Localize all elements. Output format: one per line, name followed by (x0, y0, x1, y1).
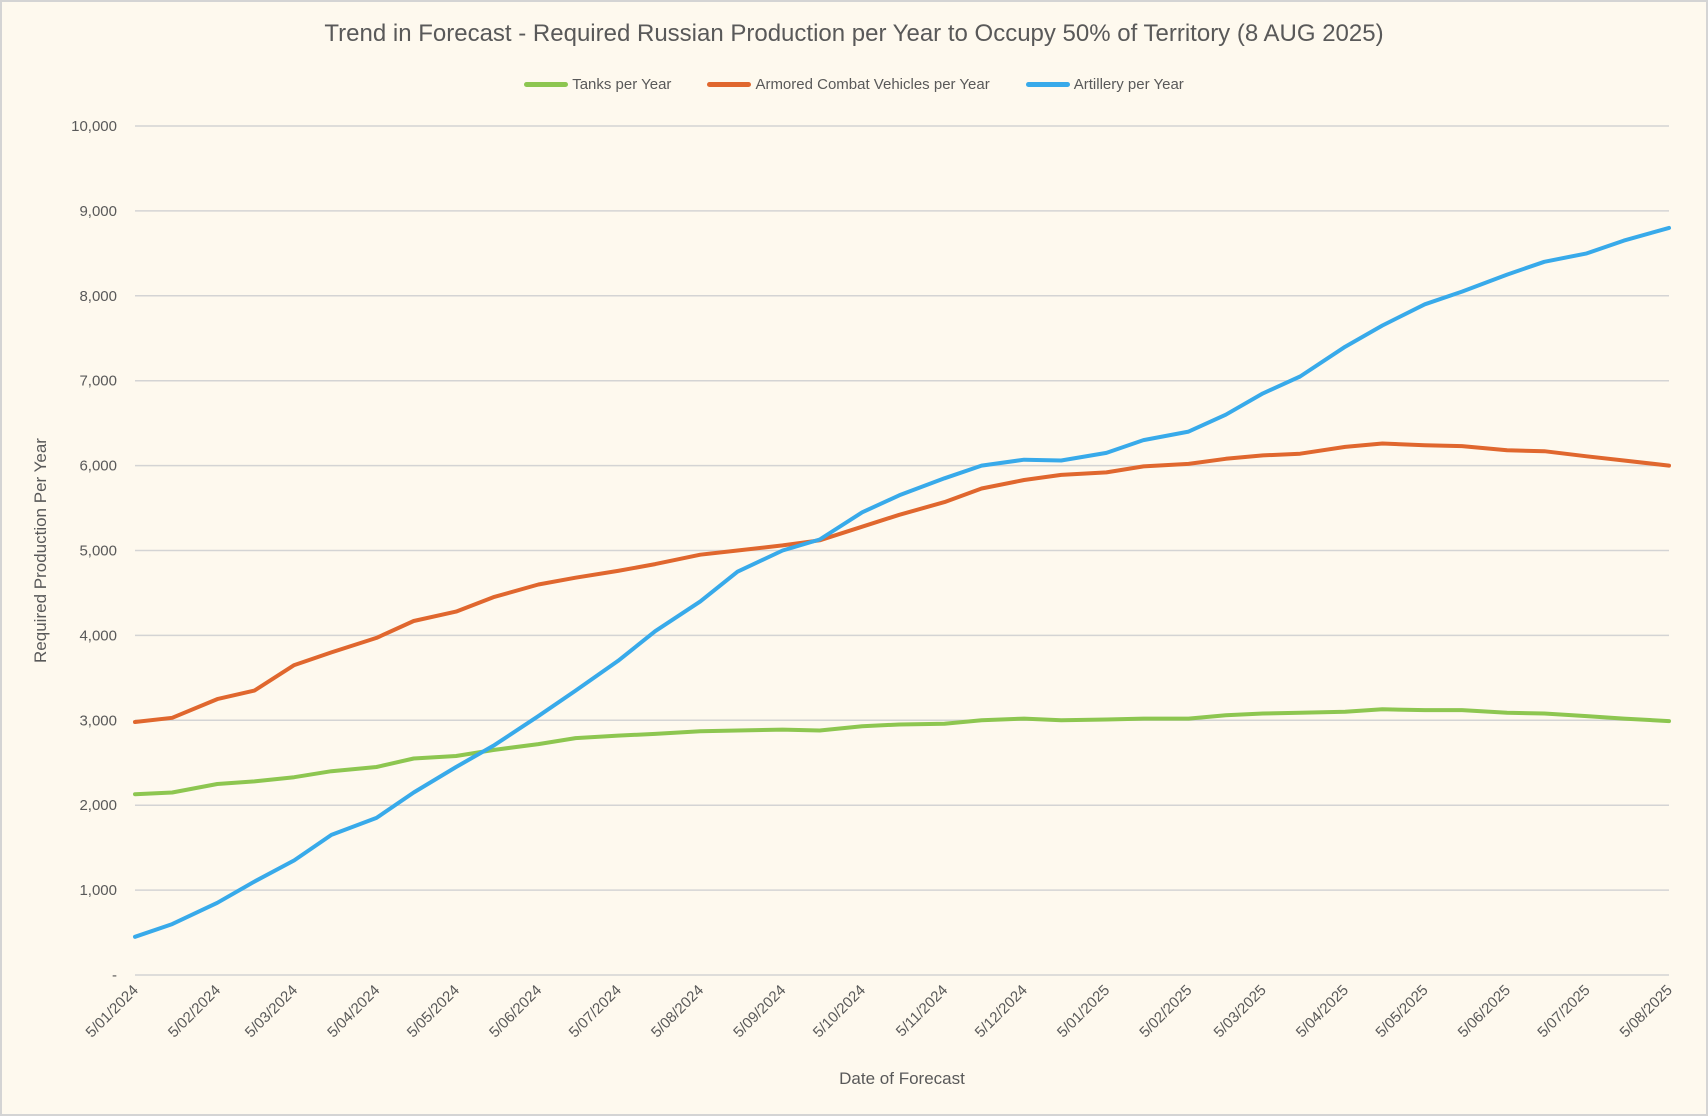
y-tick-label: 9,000 (79, 203, 117, 220)
x-tick-label: 5/12/2024 (972, 982, 1031, 1041)
y-tick-label: 1,000 (79, 882, 117, 899)
y-tick-label: 6,000 (79, 458, 117, 475)
legend-swatch (524, 82, 569, 87)
x-tick-label: 5/01/2024 (83, 982, 142, 1041)
y-tick-label: 3,000 (79, 712, 117, 729)
x-tick-label: 5/08/2024 (648, 982, 707, 1041)
x-tick-label: 5/02/2024 (165, 982, 224, 1041)
legend-label: Artillery per Year (1073, 76, 1184, 93)
y-tick-label: 7,000 (79, 373, 117, 390)
legend-item-artillery: Artillery per Year (1025, 76, 1184, 93)
y-tick-label: 5,000 (79, 543, 117, 560)
x-tick-label: 5/02/2025 (1136, 982, 1195, 1041)
x-tick-label: 5/06/2025 (1455, 982, 1514, 1041)
chart-title: Trend in Forecast - Required Russian Pro… (324, 20, 1384, 47)
legend: Tanks per Year Armored Combat Vehicles p… (0, 76, 1708, 93)
x-tick-label: 5/09/2024 (730, 982, 789, 1041)
x-tick-label: 5/07/2025 (1534, 982, 1593, 1041)
x-tick-label: 5/11/2024 (893, 982, 951, 1040)
x-tick-label: 5/04/2024 (324, 982, 383, 1041)
legend-label: Tanks per Year (572, 76, 672, 93)
x-tick-label: 5/01/2025 (1054, 982, 1113, 1041)
x-tick-label: 5/08/2025 (1617, 982, 1676, 1041)
x-tick-label: 5/07/2024 (566, 982, 625, 1041)
x-tick-label: 5/04/2025 (1293, 982, 1352, 1041)
legend-swatch (1025, 82, 1070, 87)
legend-item-acv: Armored Combat Vehicles per Year (707, 76, 990, 93)
legend-swatch (707, 82, 752, 87)
x-tick-label: 5/06/2024 (486, 982, 545, 1041)
x-tick-label: 5/05/2024 (404, 982, 463, 1041)
series-line-acv (133, 441, 1671, 724)
y-axis-label: Required Production Per Year (31, 438, 50, 663)
legend-label: Armored Combat Vehicles per Year (755, 76, 990, 93)
x-tick-label: 5/05/2025 (1372, 982, 1431, 1041)
x-tick-label: 5/03/2024 (242, 982, 301, 1041)
y-tick-label: 8,000 (79, 288, 117, 305)
legend-item-tanks: Tanks per Year (524, 76, 671, 93)
x-tick-label: 5/03/2025 (1211, 982, 1270, 1041)
y-tick-label: - (112, 967, 117, 984)
x-axis-label: Date of Forecast (839, 1069, 965, 1088)
series-line-tanks (133, 707, 1671, 797)
y-tick-label: 4,000 (79, 627, 117, 644)
series-line-artillery (133, 225, 1671, 939)
y-tick-label: 10,000 (71, 118, 117, 135)
x-tick-label: 5/10/2024 (810, 982, 869, 1041)
y-tick-label: 2,000 (79, 797, 117, 814)
